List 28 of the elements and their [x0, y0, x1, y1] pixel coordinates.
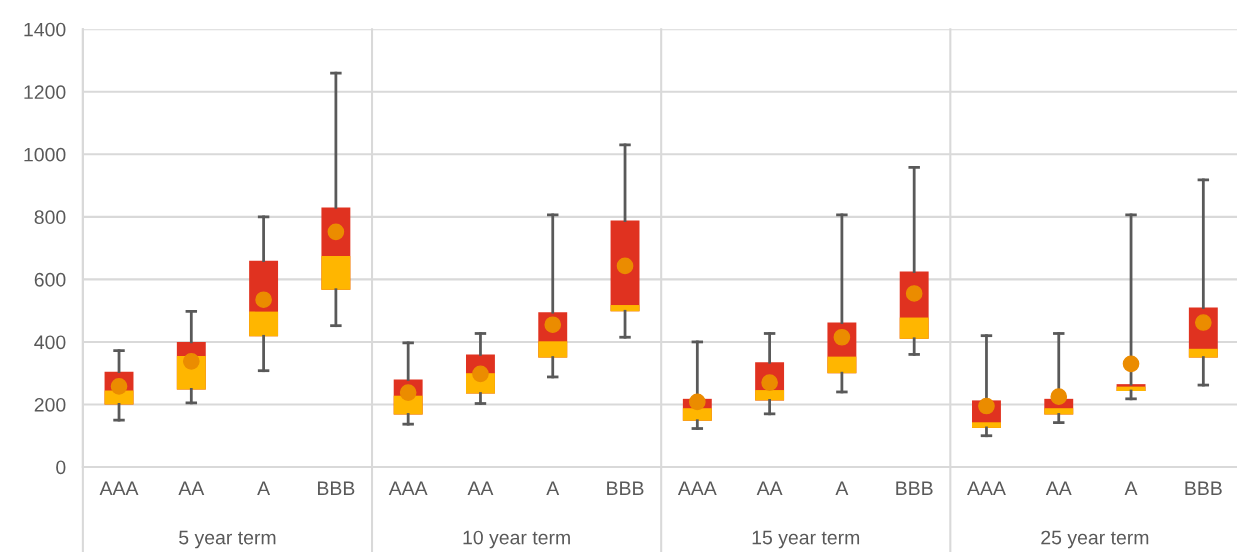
text: 5 year term — [179, 530, 276, 549]
x-tick-label: BBB — [896, 481, 933, 495]
y-tick-label: 0 — [56, 460, 66, 475]
y-tick-label: 600 — [34, 272, 66, 287]
y-tick-label: 400 — [34, 335, 66, 350]
x-tick-label: BBB — [318, 481, 355, 495]
x-tick-label: BBB — [607, 481, 644, 495]
text: 10 year term — [463, 530, 570, 549]
y-tick-label: 200 — [34, 397, 66, 412]
y-tick-label: 800 — [34, 210, 66, 225]
x-tick-label: AAA — [677, 481, 717, 495]
x-tick-label: AAA — [967, 481, 1006, 495]
x-tick-label: AA — [1045, 481, 1072, 495]
y-tick-label: 1200 — [24, 85, 66, 100]
x-tick-label: A — [835, 481, 849, 495]
x-tick-label: BBB — [1185, 481, 1222, 495]
x-tick-label: A — [546, 481, 560, 495]
text: 25 year term — [1041, 530, 1149, 549]
x-tick-label: AAA — [99, 481, 139, 495]
y-tick-label: 1400 — [24, 22, 66, 37]
x-tick-label: A — [257, 481, 271, 495]
x-tick-label: AA — [756, 481, 783, 495]
x-tick-label: AA — [178, 481, 205, 495]
x-tick-label: AAA — [388, 481, 428, 495]
text: 15 year term — [752, 530, 860, 549]
x-tick-label: A — [1124, 481, 1138, 495]
x-tick-label: AA — [467, 481, 494, 495]
y-tick-label: 1000 — [24, 147, 66, 162]
